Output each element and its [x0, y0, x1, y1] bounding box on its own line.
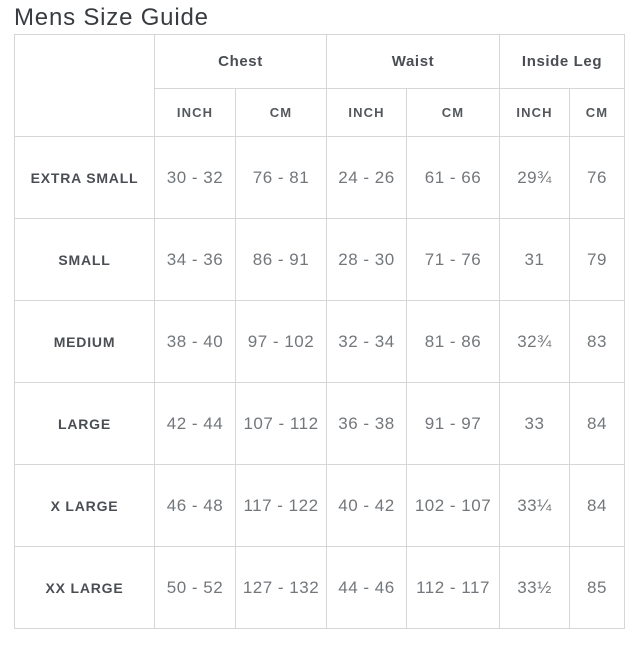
- table-row-small: SMALL 34 - 36 86 - 91 28 - 30 71 - 76 31…: [14, 218, 626, 301]
- size-label: XX LARGE: [14, 546, 155, 629]
- size-guide-table: Chest Waist Inside Leg INCH CM INCH CM I…: [14, 34, 626, 629]
- unit-header-chest-cm: CM: [235, 88, 327, 137]
- value-leg-cm: 76: [569, 136, 626, 219]
- value-leg-cm: 79: [569, 218, 626, 301]
- value-chest-cm: 127 - 132: [235, 546, 327, 629]
- value-chest-inch: 34 - 36: [154, 218, 236, 301]
- value-waist-cm: 112 - 117: [405, 546, 501, 629]
- value-chest-cm: 107 - 112: [235, 382, 327, 465]
- unit-header-chest-inch: INCH: [154, 88, 236, 137]
- size-label: EXTRA SMALL: [14, 136, 155, 219]
- size-label: X LARGE: [14, 464, 155, 547]
- value-waist-cm: 61 - 66: [405, 136, 501, 219]
- value-chest-cm: 86 - 91: [235, 218, 327, 301]
- unit-header-leg-inch: INCH: [499, 88, 571, 137]
- value-leg-inch: 29¾: [499, 136, 571, 219]
- value-waist-inch: 32 - 34: [326, 300, 407, 383]
- value-chest-inch: 38 - 40: [154, 300, 236, 383]
- value-waist-inch: 40 - 42: [326, 464, 407, 547]
- value-chest-inch: 46 - 48: [154, 464, 236, 547]
- size-column-spacer: [14, 34, 155, 137]
- value-leg-inch: 33: [499, 382, 571, 465]
- page-title: Mens Size Guide: [14, 4, 209, 31]
- group-header-waist: Waist: [325, 34, 501, 89]
- unit-header-leg-cm: CM: [569, 88, 626, 137]
- size-label: LARGE: [14, 382, 155, 465]
- value-leg-inch: 31: [499, 218, 571, 301]
- table-row-xx-large: XX LARGE 50 - 52 127 - 132 44 - 46 112 -…: [14, 546, 626, 629]
- group-header-inside-leg: Inside Leg: [499, 34, 626, 89]
- value-chest-inch: 30 - 32: [154, 136, 236, 219]
- value-leg-cm: 85: [569, 546, 626, 629]
- value-chest-cm: 76 - 81: [235, 136, 327, 219]
- group-header-row: Chest Waist Inside Leg: [14, 34, 626, 137]
- value-chest-inch: 42 - 44: [154, 382, 236, 465]
- group-header-chest: Chest: [154, 34, 327, 89]
- value-leg-inch: 33½: [499, 546, 571, 629]
- unit-header-waist-cm: CM: [405, 88, 501, 137]
- value-waist-inch: 28 - 30: [326, 218, 407, 301]
- value-waist-inch: 24 - 26: [326, 136, 407, 219]
- value-leg-inch: 32¾: [499, 300, 571, 383]
- value-leg-inch: 33¼: [499, 464, 571, 547]
- value-waist-cm: 71 - 76: [405, 218, 501, 301]
- value-waist-inch: 44 - 46: [326, 546, 407, 629]
- value-chest-cm: 117 - 122: [235, 464, 327, 547]
- value-leg-cm: 83: [569, 300, 626, 383]
- table-row-large: LARGE 42 - 44 107 - 112 36 - 38 91 - 97 …: [14, 382, 626, 465]
- size-label: MEDIUM: [14, 300, 155, 383]
- size-label: SMALL: [14, 218, 155, 301]
- table-row-extra-small: EXTRA SMALL 30 - 32 76 - 81 24 - 26 61 -…: [14, 136, 626, 219]
- value-chest-cm: 97 - 102: [235, 300, 327, 383]
- table-row-x-large: X LARGE 46 - 48 117 - 122 40 - 42 102 - …: [14, 464, 626, 547]
- value-waist-cm: 102 - 107: [405, 464, 501, 547]
- unit-header-row: INCH CM INCH CM INCH CM: [15, 88, 626, 137]
- value-leg-cm: 84: [569, 464, 626, 547]
- value-chest-inch: 50 - 52: [154, 546, 236, 629]
- size-guide-page: Mens Size Guide Chest Waist Inside Leg I…: [14, 4, 626, 629]
- unit-header-waist-inch: INCH: [326, 88, 407, 137]
- value-waist-cm: 91 - 97: [405, 382, 501, 465]
- table-row-medium: MEDIUM 38 - 40 97 - 102 32 - 34 81 - 86 …: [14, 300, 626, 383]
- value-waist-cm: 81 - 86: [405, 300, 501, 383]
- value-leg-cm: 84: [569, 382, 626, 465]
- value-waist-inch: 36 - 38: [326, 382, 407, 465]
